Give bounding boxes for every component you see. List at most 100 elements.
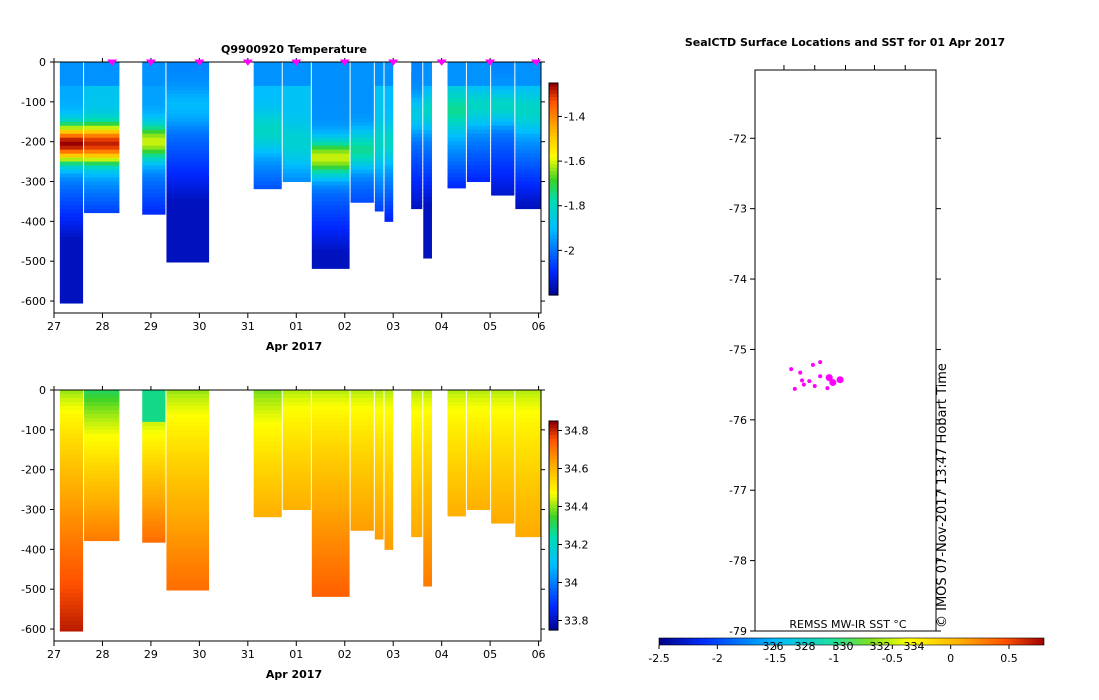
heatmap-cell (311, 589, 350, 594)
heatmap-cell (142, 109, 166, 115)
colorbar-segment (549, 424, 558, 429)
heatmap-cell (515, 185, 541, 190)
heatmap-cell (59, 557, 84, 562)
temperature-panel: Q9900920 Temperature 0-100-200-300-400-5… (21, 43, 585, 353)
heatmap-cell (166, 81, 210, 87)
heatmap-cell (491, 465, 515, 471)
heatmap-cell (282, 165, 311, 171)
heatmap-cell (466, 145, 491, 151)
heatmap-cell (350, 185, 374, 190)
heatmap-cell (515, 417, 541, 423)
heatmap-cell (142, 205, 166, 210)
heatmap-cell (515, 165, 541, 171)
heatmap-cell (447, 125, 466, 131)
heatmap-cell (311, 505, 350, 511)
heatmap-cell (411, 201, 423, 206)
heatmap-cell (311, 197, 350, 202)
heatmap-cell (466, 390, 491, 395)
heatmap-cell (166, 533, 210, 538)
heatmap-cell (253, 509, 282, 515)
heatmap-cell (59, 181, 84, 187)
heatmap-cell (253, 141, 282, 147)
heatmap-cell (166, 201, 210, 206)
heatmap-cell (411, 189, 423, 194)
heatmap-cell (311, 493, 350, 499)
colorbar-segment (549, 511, 558, 516)
heatmap-cell (423, 253, 432, 258)
heatmap-cell (411, 405, 423, 411)
temperature-x-axis: 27 28 29 30 31 01 02 03 04 05 06 (47, 58, 546, 333)
heatmap-cell (142, 65, 166, 71)
heatmap-cell (142, 81, 166, 87)
heatmap-cell (59, 505, 84, 511)
x-tick-label: 05 (483, 648, 497, 661)
heatmap-cell (253, 137, 282, 143)
cast-marker (291, 59, 302, 66)
heatmap-cell (423, 477, 432, 483)
heatmap-cell (491, 469, 515, 475)
heatmap-cell (84, 517, 120, 522)
heatmap-cell (374, 65, 384, 71)
heatmap-cell (384, 469, 394, 475)
heatmap-cell (166, 525, 210, 530)
heatmap-cell (253, 113, 282, 119)
heatmap-cell (311, 485, 350, 491)
heatmap-cell (166, 233, 210, 238)
heatmap-cell (166, 541, 210, 546)
heatmap-cell (84, 401, 120, 407)
heatmap-cell (350, 197, 374, 202)
heatmap-cell (374, 521, 384, 526)
heatmap-cell (423, 521, 432, 526)
heatmap-cell (142, 529, 166, 534)
colorbar-frame (548, 82, 559, 296)
heatmap-cell (384, 473, 394, 479)
heatmap-cell (253, 77, 282, 83)
heatmap-cell (59, 545, 84, 550)
heatmap-cell (59, 297, 84, 302)
salinity-xlabel: Apr 2017 (266, 668, 322, 681)
heatmap-cell (515, 153, 541, 159)
heatmap-cell (142, 141, 166, 147)
heatmap-cell (447, 133, 466, 139)
colorbar-segment (549, 287, 558, 293)
heatmap-cell (166, 157, 210, 163)
heatmap-cell (466, 62, 491, 67)
heatmap-cell (374, 433, 384, 439)
heatmap-cell (423, 101, 432, 107)
heatmap-cell (282, 73, 311, 79)
colorbar-segment (549, 284, 558, 289)
heatmap-cell (411, 461, 423, 467)
colorbar-segment (549, 83, 558, 88)
heatmap-cell (374, 69, 384, 75)
colorbar-segment (549, 210, 558, 215)
heatmap-cell (447, 465, 466, 471)
heatmap-cell (411, 69, 423, 75)
heatmap-cell (466, 125, 491, 131)
heatmap-cell (166, 181, 210, 187)
heatmap-cell (166, 133, 210, 139)
heatmap-cell (253, 390, 282, 395)
heatmap-cell (311, 437, 350, 443)
colorbar-segment (549, 546, 558, 551)
heatmap-cell (411, 133, 423, 139)
heatmap-cell (59, 169, 84, 175)
heatmap-cell (142, 93, 166, 99)
heatmap-cell (515, 101, 541, 107)
heatmap-cell (59, 125, 84, 131)
heatmap-cell (166, 465, 210, 471)
x-tick-label: 31 (241, 320, 255, 333)
heatmap-cell (311, 101, 350, 107)
heatmap-cell (253, 493, 282, 499)
heatmap-cell (253, 433, 282, 439)
heatmap-cell (374, 525, 384, 530)
heatmap-cell (491, 433, 515, 439)
heatmap-cell (447, 141, 466, 147)
position-point (792, 386, 797, 391)
heatmap-cell (350, 429, 374, 435)
heatmap-cell (311, 425, 350, 431)
heatmap-cell (384, 181, 394, 187)
heatmap-cell (466, 117, 491, 123)
colorbar-tick-label: 34.4 (564, 501, 589, 514)
colorbar-segment (549, 553, 558, 558)
heatmap-cell (411, 413, 423, 419)
